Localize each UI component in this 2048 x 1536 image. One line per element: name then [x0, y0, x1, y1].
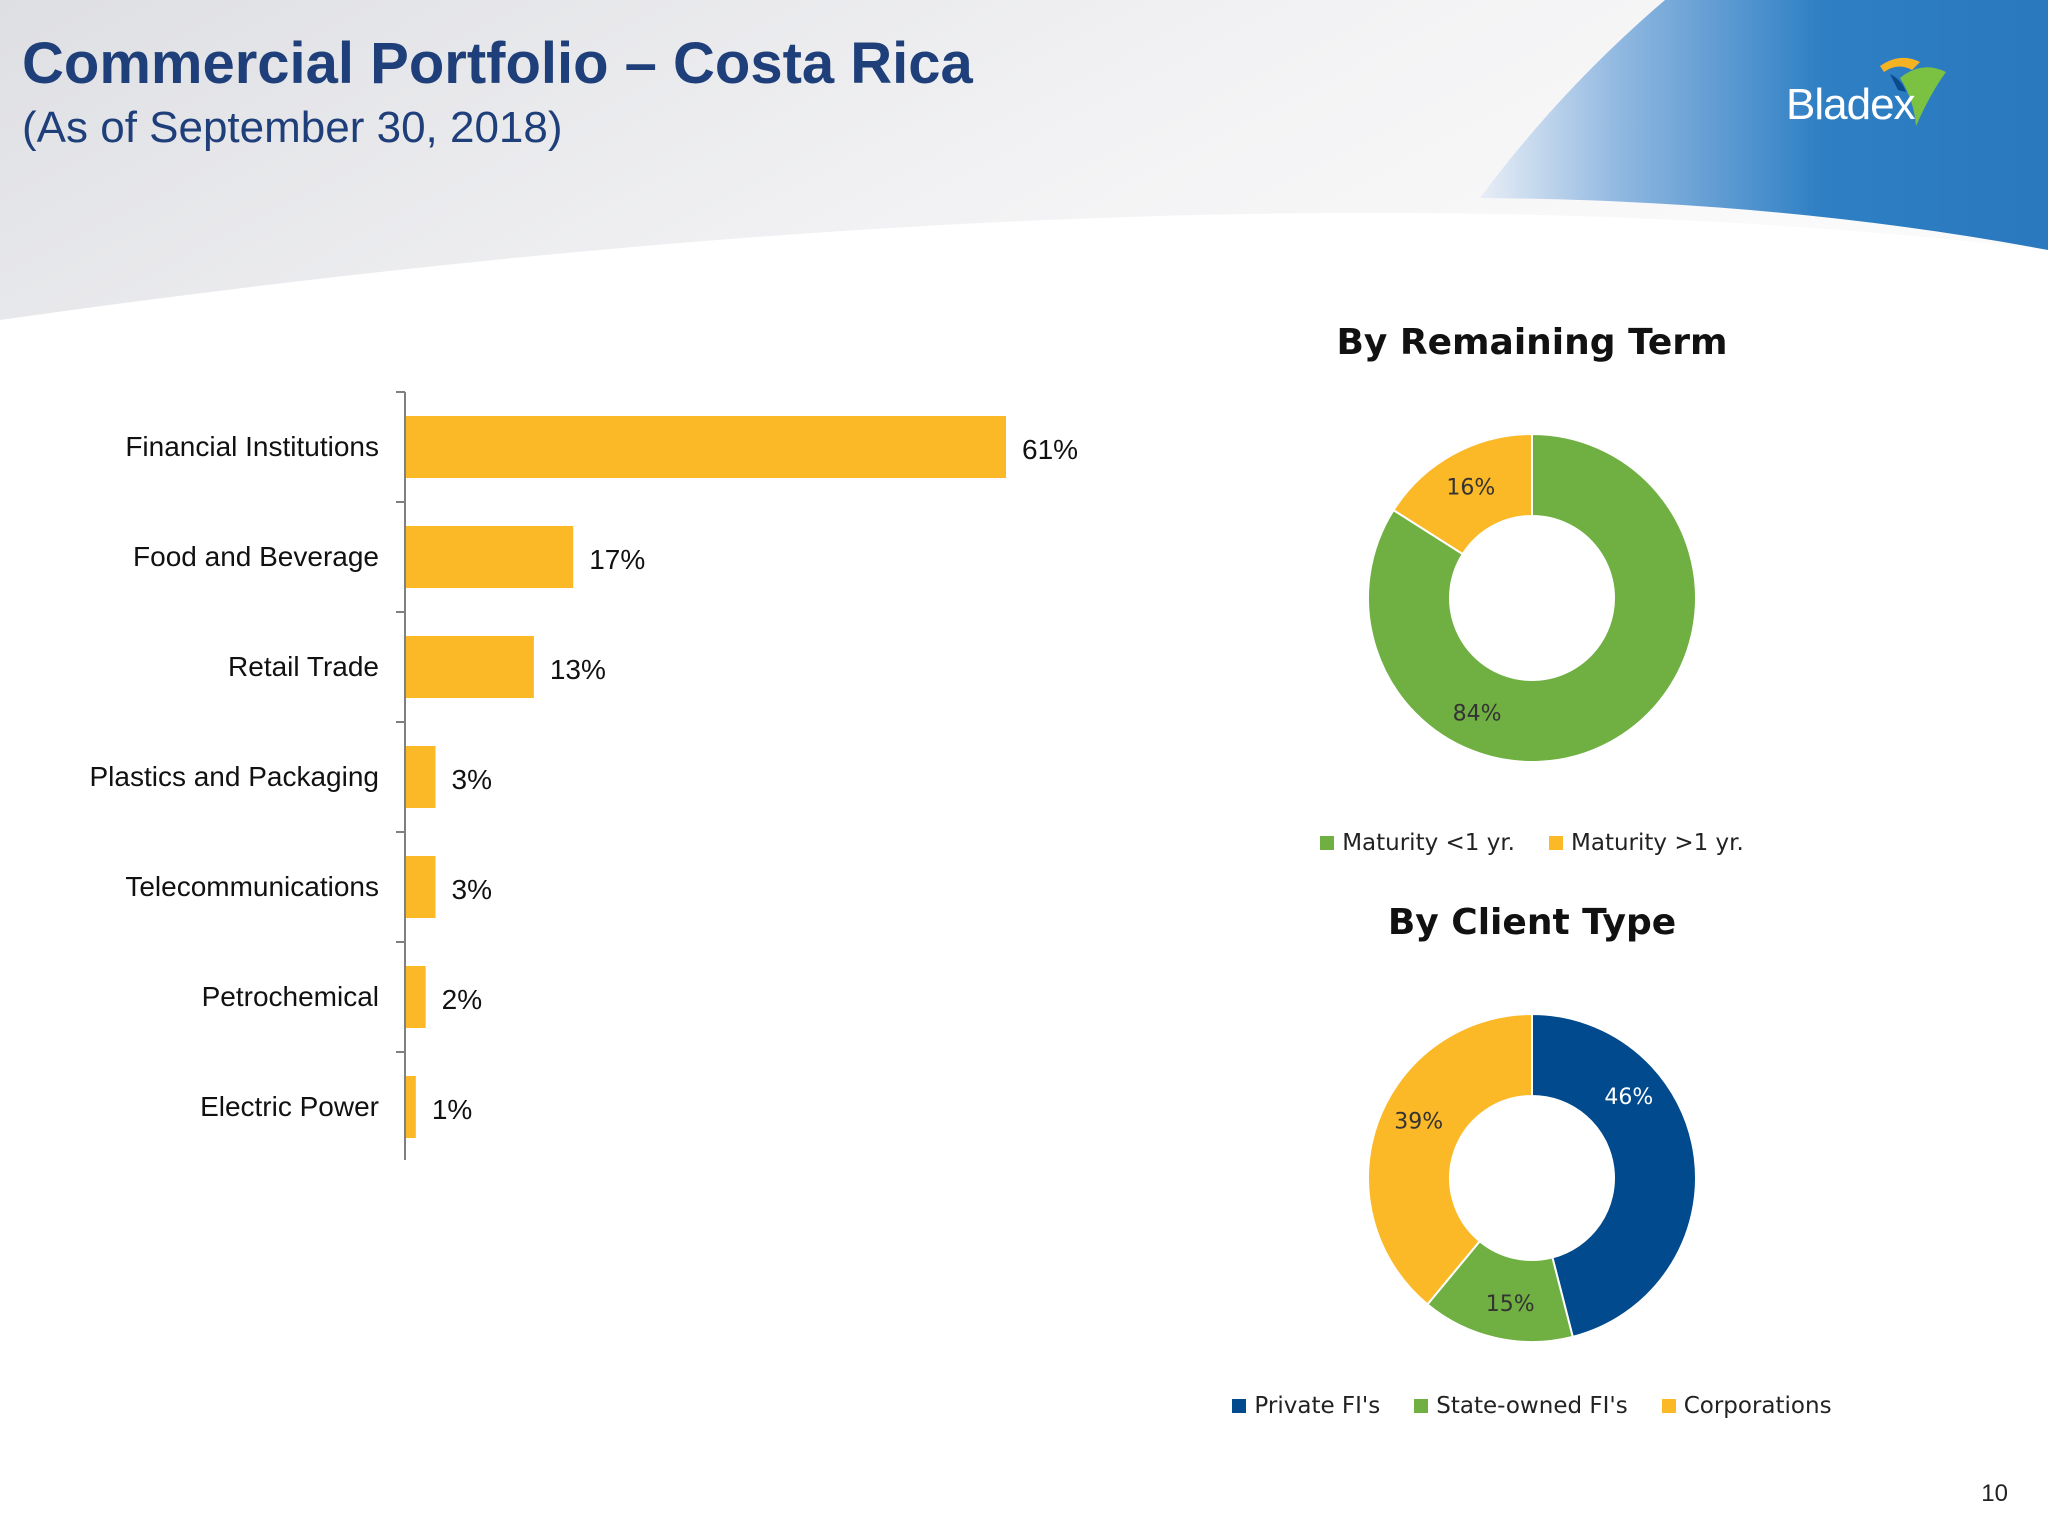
data-label: 17%: [589, 544, 645, 575]
donut-slice: [1367, 432, 1697, 763]
page-number: 10: [1981, 1480, 2008, 1507]
data-label: 61%: [1022, 434, 1078, 465]
bar: [406, 1076, 416, 1138]
bladex-logo: Bladex: [1770, 50, 1970, 140]
data-label: 3%: [452, 874, 492, 905]
data-label: 1%: [432, 1094, 472, 1125]
logo-text: Bladex: [1786, 80, 1916, 129]
remaining-term-donut: 84% 16%: [1367, 432, 1697, 763]
slice-label: 15%: [1486, 1292, 1535, 1317]
data-label: 3%: [452, 764, 492, 795]
page-title: Commercial Portfolio – Costa Rica: [22, 31, 973, 96]
slice-label: 16%: [1446, 476, 1495, 501]
client-type-donut: 46% 15% 39%: [1367, 1012, 1697, 1343]
slice-label: 46%: [1604, 1085, 1653, 1110]
donut-slice: [1367, 1012, 1533, 1306]
category-label: Plastics and Packaging: [89, 761, 379, 792]
category-label: Food and Beverage: [133, 541, 379, 572]
legend-label: Maturity >1 yr.: [1571, 830, 1744, 856]
client-type-title: By Client Type: [1387, 902, 1677, 943]
legend-item: State-owned FI's: [1414, 1393, 1628, 1419]
legend-label: Maturity <1 yr.: [1342, 830, 1515, 856]
category-label: Electric Power: [200, 1091, 379, 1122]
legend-swatch: [1549, 836, 1563, 850]
donut-slice: [1531, 1012, 1697, 1339]
data-label: 2%: [442, 984, 482, 1015]
client-type-legend: Private FI's State-owned FI's Corporations: [1182, 1393, 1882, 1419]
bar: [406, 636, 534, 698]
legend-item: Private FI's: [1232, 1393, 1380, 1419]
legend-label: Private FI's: [1254, 1393, 1381, 1419]
remaining-term-title: By Remaining Term: [1336, 322, 1728, 363]
data-label: 13%: [550, 654, 606, 685]
remaining-term-legend: Maturity <1 yr. Maturity >1 yr.: [1320, 830, 1744, 856]
category-label: Financial Institutions: [125, 431, 379, 462]
grey-swoosh: [0, 0, 2048, 320]
page-subtitle: (As of September 30, 2018): [22, 103, 563, 152]
legend-item: Maturity <1 yr.: [1320, 830, 1515, 856]
legend-swatch: [1661, 1399, 1676, 1413]
donut-slice: [1392, 432, 1533, 556]
slice-label: 84%: [1453, 702, 1502, 727]
bar: [406, 746, 436, 808]
industry-bar-chart: Financial Institutions 61% Food and Bevera…: [89, 391, 1078, 1160]
bar: [406, 966, 426, 1028]
category-label: Telecommunications: [125, 871, 379, 902]
legend-swatch: [1414, 1399, 1429, 1413]
bar: [406, 526, 574, 588]
bar: [406, 416, 1006, 478]
legend-swatch: [1232, 1399, 1247, 1413]
legend-label: State-owned FI's: [1436, 1393, 1628, 1419]
legend-item: Corporations: [1661, 1393, 1832, 1419]
bar: [406, 856, 436, 918]
category-label: Retail Trade: [228, 651, 379, 682]
category-label: Petrochemical: [202, 981, 379, 1012]
logo-mark-icon: [1880, 57, 1946, 126]
legend-swatch: [1320, 836, 1335, 850]
legend-label: Corporations: [1683, 1393, 1832, 1419]
slice-label: 39%: [1394, 1110, 1443, 1135]
legend-item: Maturity >1 yr.: [1549, 830, 1744, 856]
